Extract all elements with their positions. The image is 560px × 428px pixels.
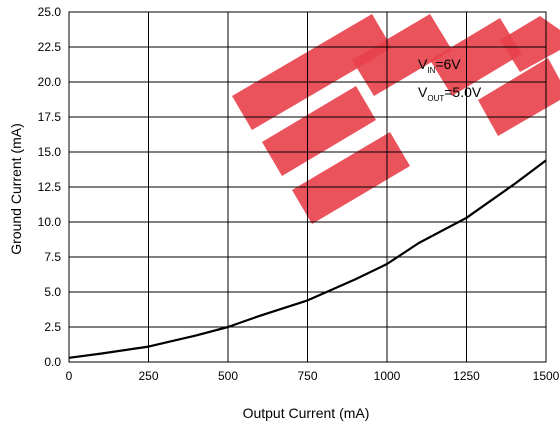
x-axis-ticks: 0 250 500 750 1000 1250 1500 (66, 369, 560, 383)
y-axis-ticks: 0.0 2.5 5.0 7.5 10.0 12.5 15.0 17.5 20.0 22.5 25.0 (38, 5, 62, 369)
y-tick-label: 10.0 (38, 215, 62, 229)
y-tick-label: 22.5 (38, 40, 62, 54)
series-line (68, 159, 547, 359)
annotation-vout: VOUT=5.0V (418, 84, 482, 103)
vin-value: =6V (435, 56, 461, 72)
y-axis-title: Ground Current (mA) (8, 123, 24, 254)
watermark-logo (232, 14, 560, 224)
watermark-shape (292, 132, 410, 224)
y-tick-label: 2.5 (44, 320, 61, 334)
x-tick-label: 750 (297, 369, 317, 383)
y-tick-label: 20.0 (38, 75, 62, 89)
x-tick-label: 1500 (533, 369, 560, 383)
watermark-shape (430, 18, 522, 96)
y-tick-label: 12.5 (38, 180, 62, 194)
watermark-shape (500, 16, 560, 72)
y-tick-label: 5.0 (44, 285, 61, 299)
x-tick-label: 0 (66, 369, 73, 383)
y-tick-label: 25.0 (38, 5, 62, 19)
vout-main: V (418, 84, 428, 100)
x-tick-label: 1250 (453, 369, 480, 383)
vout-value: =5.0V (444, 84, 482, 100)
x-axis-title: Output Current (mA) (243, 405, 370, 421)
watermark-shape (352, 14, 452, 96)
y-tick-label: 0.0 (44, 355, 61, 369)
x-tick-label: 1000 (374, 369, 401, 383)
vin-sub: IN (427, 66, 435, 75)
watermark-shape (262, 86, 376, 176)
annotation-vin: VIN=6V (418, 56, 461, 75)
vin-main: V (418, 56, 428, 72)
x-tick-label: 250 (138, 369, 158, 383)
y-tick-label: 15.0 (38, 145, 62, 159)
vout-sub: OUT (427, 94, 444, 103)
x-tick-label: 500 (218, 369, 238, 383)
y-tick-label: 17.5 (38, 110, 62, 124)
y-tick-label: 7.5 (44, 250, 61, 264)
watermark-shape (232, 14, 392, 130)
plot-frame (68, 11, 547, 363)
